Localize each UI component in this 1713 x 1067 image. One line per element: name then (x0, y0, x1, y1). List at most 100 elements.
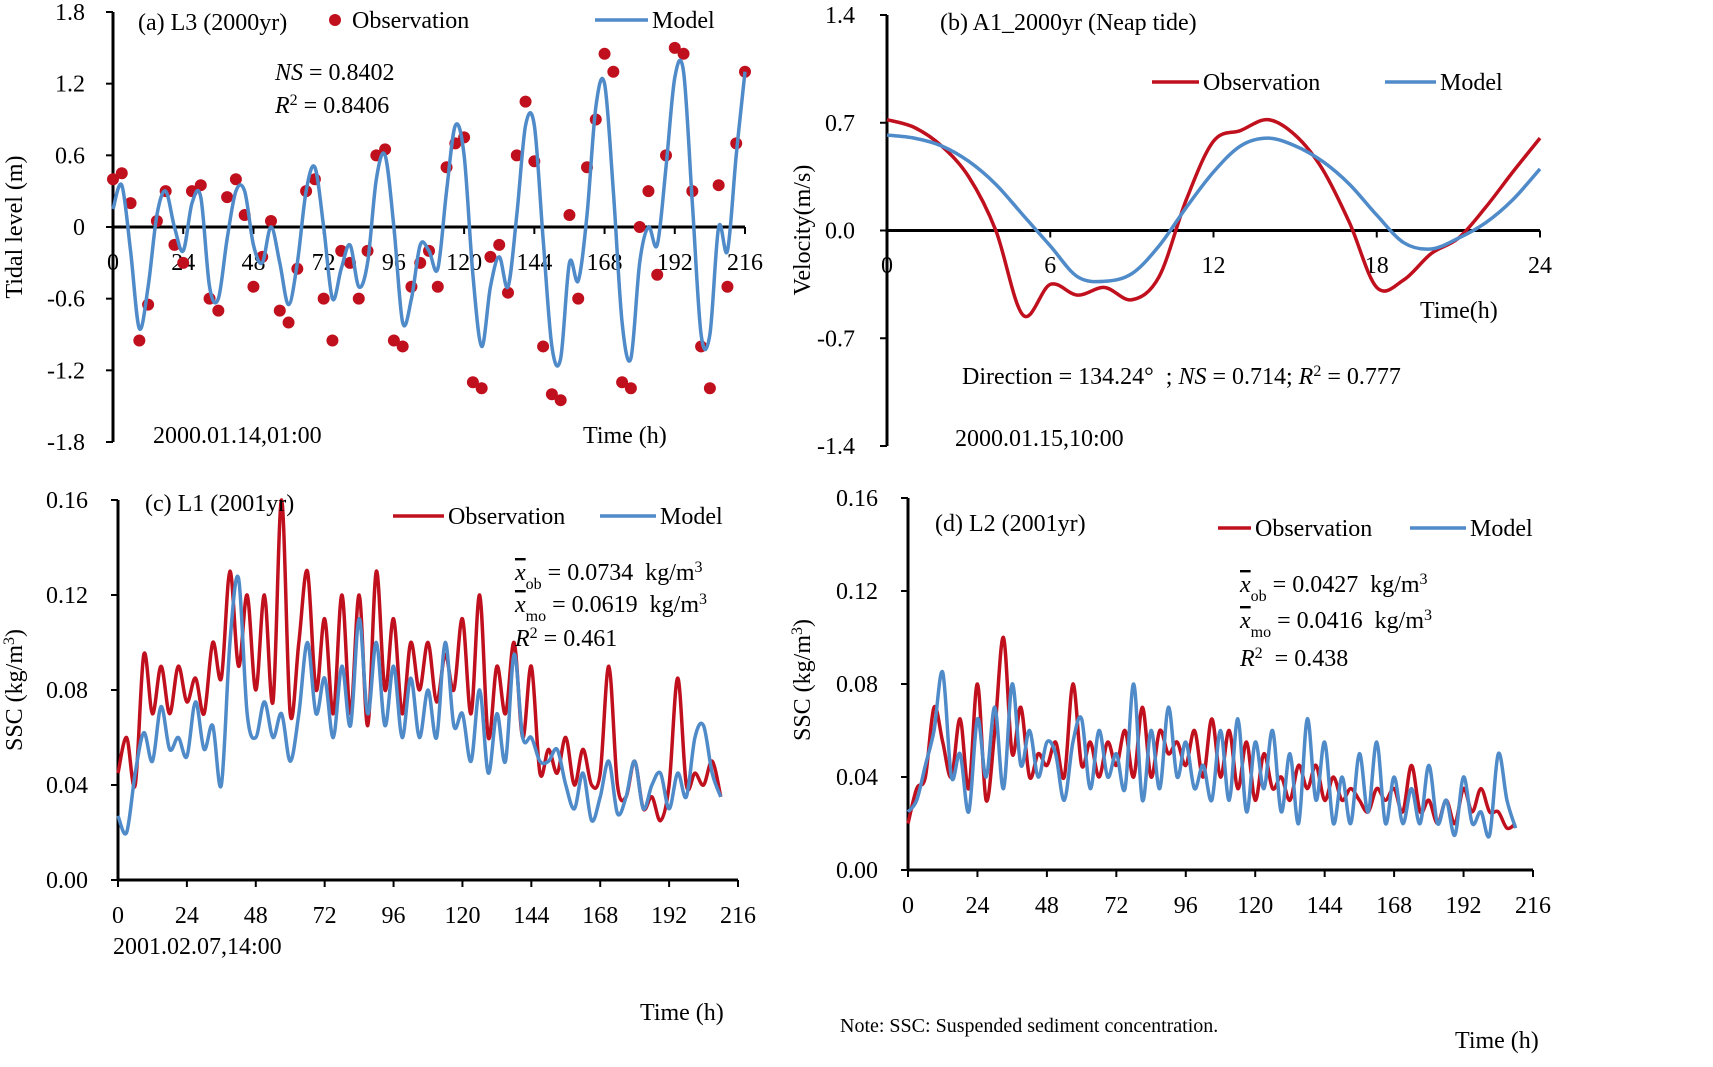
x-tick-label: 24 (1528, 253, 1552, 279)
x-tick-label: 144 (513, 903, 549, 929)
y-tick-label: -1.2 (47, 358, 85, 384)
data-point (598, 47, 611, 60)
annotation: 2001.02.07,14:00 (113, 934, 282, 960)
text-part: R (1298, 364, 1314, 390)
y-tick-label: 0.00 (46, 868, 88, 894)
x-tick-label: 192 (651, 903, 687, 929)
x-tick-label: 96 (382, 903, 406, 929)
text-part: 2 (290, 92, 298, 109)
y-tick-label: 0.16 (836, 486, 878, 512)
y-tick-label: 0.7 (825, 111, 855, 137)
x-tick-label: 72 (313, 903, 337, 929)
text-part: 3 (695, 559, 703, 576)
text-part: 2001.02.07,14:00 (113, 934, 282, 960)
data-point (651, 268, 664, 281)
text-part: = 0.461 (538, 626, 618, 652)
data-point (721, 280, 734, 293)
data-point (133, 334, 146, 347)
legend-label: Observation (1255, 516, 1372, 542)
x-tick-label: 24 (965, 893, 989, 919)
x-tick-label: 120 (1237, 893, 1273, 919)
panel-title: (d) L2 (2001yr) (935, 511, 1086, 537)
text-part: R (514, 626, 530, 652)
data-point (387, 334, 400, 347)
data-point (703, 382, 716, 395)
data-point (493, 238, 506, 251)
y-axis-label: SSC (kg/m3) (1, 629, 29, 751)
data-point (107, 173, 119, 186)
data-point (466, 376, 479, 389)
annotation: R2 = 0.438 (1239, 645, 1348, 673)
text-part: ob (526, 576, 542, 593)
x-axis-label: Time(h) (1420, 298, 1498, 324)
text-part: = 0.0416 kg/m (1271, 608, 1424, 634)
x-tick-label: 168 (582, 903, 618, 929)
data-point (326, 334, 339, 347)
text-part: 3 (1424, 607, 1432, 624)
x-tick-label: 168 (1376, 893, 1412, 919)
text-part: R (274, 93, 290, 119)
data-point (352, 292, 365, 305)
x-tick-label: 0 (107, 250, 119, 276)
data-line (906, 670, 1518, 839)
text-part: ob (1251, 588, 1267, 605)
legend-label: Observation (1203, 70, 1320, 96)
data-point (624, 382, 637, 395)
x-tick-label: 120 (446, 250, 482, 276)
note: Note: SSC: Suspended sediment concentrat… (840, 1015, 1218, 1037)
data-point (502, 286, 514, 299)
text-part: = 0.0619 kg/m (546, 592, 699, 618)
text-part: ) (2, 629, 28, 637)
data-point (177, 256, 190, 269)
x-tick-label: 96 (1174, 893, 1198, 919)
data-point (633, 221, 646, 233)
y-tick-label: 0.04 (836, 765, 878, 791)
data-point (677, 47, 690, 60)
data-point (273, 304, 286, 317)
y-tick-label: 0.16 (46, 488, 88, 514)
annotation: xob = 0.0427 kg/m3 (1239, 571, 1428, 605)
text-part: = 0.8402 (303, 60, 395, 86)
x-axis-label: Time (h) (640, 1000, 724, 1026)
data-line (116, 498, 723, 823)
legend-label: Model (652, 8, 715, 34)
y-tick-label: -0.7 (817, 326, 855, 352)
text-part: SSC (kg/m (790, 635, 816, 741)
x-axis-label: Time (h) (1455, 1028, 1539, 1054)
data-point (115, 167, 128, 180)
data-point (563, 209, 576, 222)
text-part: Direction = 134.24° ; (962, 364, 1178, 390)
data-point (554, 394, 567, 407)
data-point (431, 280, 444, 293)
text-part: 2 (530, 625, 538, 642)
annotation: xob = 0.0734 kg/m3 (514, 559, 703, 593)
annotation: xmo = 0.0416 kg/m3 (1239, 607, 1432, 641)
text-part: 2000.01.15,10:00 (955, 426, 1124, 452)
data-line (886, 133, 1542, 284)
data-point (221, 191, 234, 204)
panel-title: (b) A1_2000yr (Neap tide) (940, 10, 1197, 36)
panel-title: (a) L3 (2000yr) (138, 10, 287, 36)
y-tick-label: -1.4 (817, 434, 855, 460)
data-point (607, 65, 620, 78)
annotation: R2 = 0.461 (514, 625, 617, 653)
text-part: = 0.0734 kg/m (542, 560, 695, 586)
data-point (616, 376, 629, 389)
y-axis-label: SSC (kg/m3) (789, 619, 817, 741)
x-tick-label: 12 (1202, 253, 1226, 279)
x-tick-label: 6 (1044, 253, 1056, 279)
text-part: = 0.8406 (298, 93, 390, 119)
annotation: xmo = 0.0619 kg/m3 (514, 591, 707, 625)
data-point (265, 215, 277, 228)
data-point (317, 292, 330, 305)
annotation: R2 = 0.8406 (274, 92, 389, 120)
data-point (484, 250, 497, 263)
x-tick-label: 72 (1104, 893, 1128, 919)
text-part: NS (1177, 364, 1206, 390)
text-part: 3 (699, 591, 707, 608)
x-axis-label: Time (h) (583, 423, 667, 449)
y-tick-label: 0.12 (836, 579, 878, 605)
x-tick-label: 0 (902, 893, 914, 919)
x-tick-label: 48 (1035, 893, 1059, 919)
